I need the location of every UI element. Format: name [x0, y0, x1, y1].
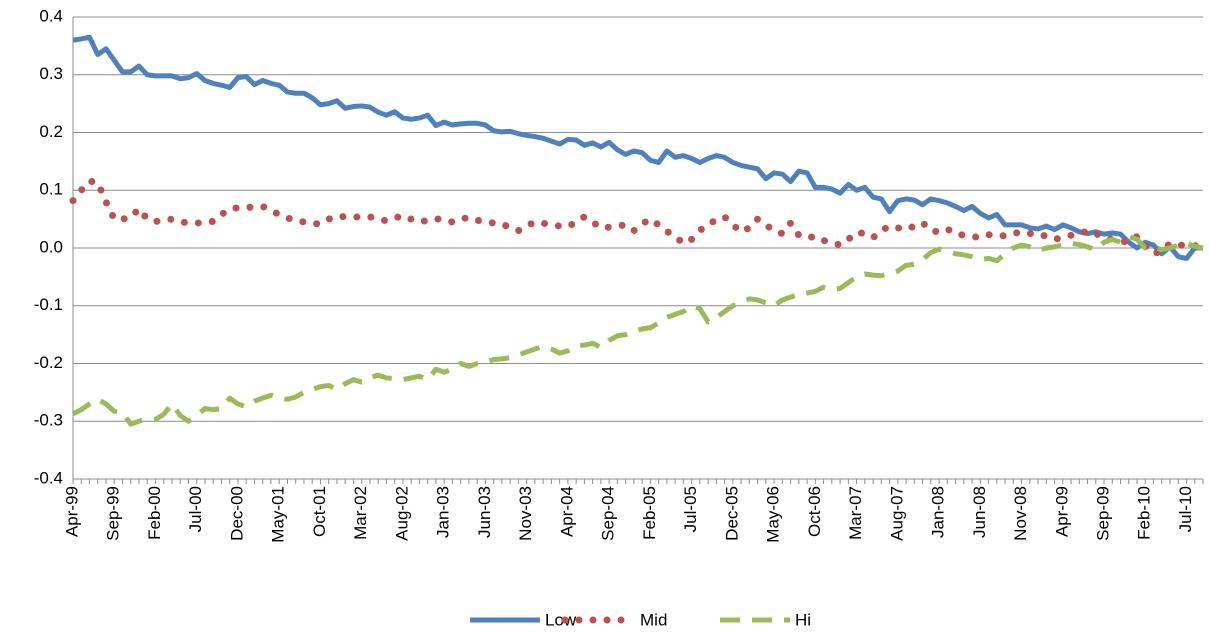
legend-label: Mid	[640, 610, 667, 629]
y-tick-label: 0.3	[39, 64, 63, 83]
y-tick-label: 0.4	[39, 6, 63, 25]
y-tick-label: -0.1	[34, 295, 63, 314]
series-line	[69, 177, 1207, 258]
x-tick-label: May-06	[764, 486, 783, 543]
x-tick-label: Oct-01	[310, 486, 329, 537]
x-tick-label: Apr-99	[62, 486, 81, 537]
legend-label: Hi	[795, 610, 811, 629]
x-tick-label: Feb-10	[1135, 486, 1154, 540]
series-line	[71, 233, 1204, 427]
x-tick-label: Dec-00	[227, 486, 246, 541]
y-tick-label: -0.3	[34, 411, 63, 430]
x-tick-label: Mar-07	[846, 486, 865, 540]
x-tick-label: Apr-09	[1052, 486, 1071, 537]
x-tick-label: Feb-00	[145, 486, 164, 540]
series-line	[72, 34, 1203, 261]
x-tick-label: Jan-03	[434, 486, 453, 538]
legend-label: Low	[545, 610, 577, 629]
x-tick-label: Jul-00	[186, 486, 205, 532]
x-tick-label: Jul-10	[1176, 486, 1195, 532]
x-tick-label: May-01	[269, 486, 288, 543]
x-tick-label: Jun-08	[970, 486, 989, 538]
y-tick-label: 0.2	[39, 122, 63, 141]
x-tick-label: Apr-04	[557, 486, 576, 537]
x-tick-label: Sep-09	[1094, 486, 1113, 541]
y-tick-label: 0.1	[39, 180, 63, 199]
x-tick-label: Sep-04	[599, 486, 618, 541]
y-tick-label: -0.2	[34, 353, 63, 372]
x-tick-label: Mar-02	[351, 486, 370, 540]
x-tick-label: Jun-03	[475, 486, 494, 538]
x-tick-label: Nov-03	[516, 486, 535, 541]
x-tick-label: Dec-05	[722, 486, 741, 541]
x-tick-label: Jul-05	[681, 486, 700, 532]
x-tick-label: Oct-06	[805, 486, 824, 537]
x-tick-label: Feb-05	[640, 486, 659, 540]
x-tick-label: Aug-02	[392, 486, 411, 541]
x-tick-label: Aug-07	[887, 486, 906, 541]
x-tick-label: Nov-08	[1011, 486, 1030, 541]
y-tick-label: -0.4	[34, 468, 63, 487]
y-tick-label: 0.0	[39, 237, 63, 256]
x-tick-label: Jan-08	[929, 486, 948, 538]
x-tick-label: Sep-99	[104, 486, 123, 541]
